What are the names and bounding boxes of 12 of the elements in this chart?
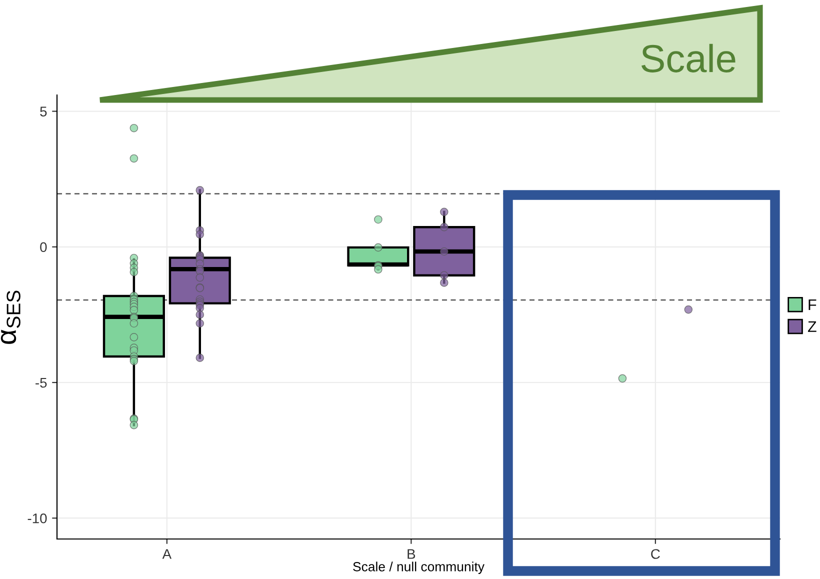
y-tick-label: -5 xyxy=(36,378,47,388)
y-axis-title: α$_{SES}$ xyxy=(0,290,20,344)
x-tick-label: B xyxy=(408,549,416,559)
legend-label: F xyxy=(808,300,816,310)
x-tick-label: A xyxy=(162,549,172,559)
x-axis-title: Scale / null community xyxy=(353,562,484,574)
x-tick-label: C xyxy=(651,549,660,559)
y-tick-label: -10 xyxy=(28,513,47,524)
y-tick-label: 5 xyxy=(40,106,47,116)
text: Scale xyxy=(641,44,736,72)
y-tick-label: 0 xyxy=(40,242,47,252)
legend-label: Z xyxy=(808,321,816,332)
